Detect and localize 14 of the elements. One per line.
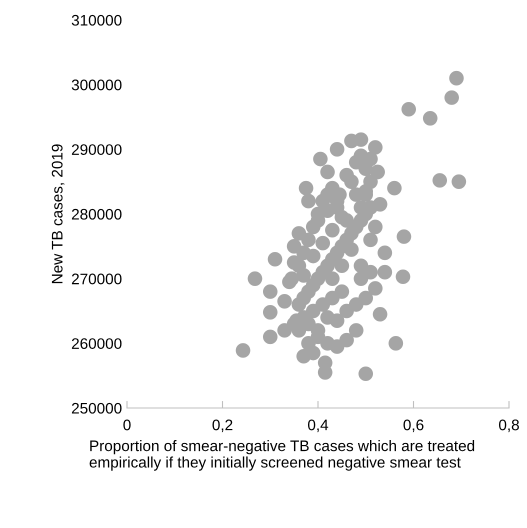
y-axis-title: New TB cases, 2019 (52, 144, 64, 284)
x-axis-title: Proportion of smear-negative TB cases which are treated empirically if they initially screened negative smear test (90, 440, 474, 471)
x-tick-label: 0,6 (403, 420, 424, 432)
x-tick-label: 0,8 (498, 420, 519, 432)
y-tick-label: 260000 (72, 338, 122, 350)
x-tick-label: 0,4 (308, 420, 328, 432)
y-tick-label: 290000 (72, 144, 122, 156)
x-tick-label: 0 (123, 420, 131, 430)
y-tick-label: 300000 (72, 80, 122, 90)
y-tick-label: 270000 (72, 274, 122, 284)
y-tick-label: 310000 (72, 14, 122, 26)
y-tick-label: 280000 (72, 208, 122, 220)
x-tick-label: 0,2 (212, 420, 232, 432)
y-tick-label: 250000 (72, 402, 122, 414)
